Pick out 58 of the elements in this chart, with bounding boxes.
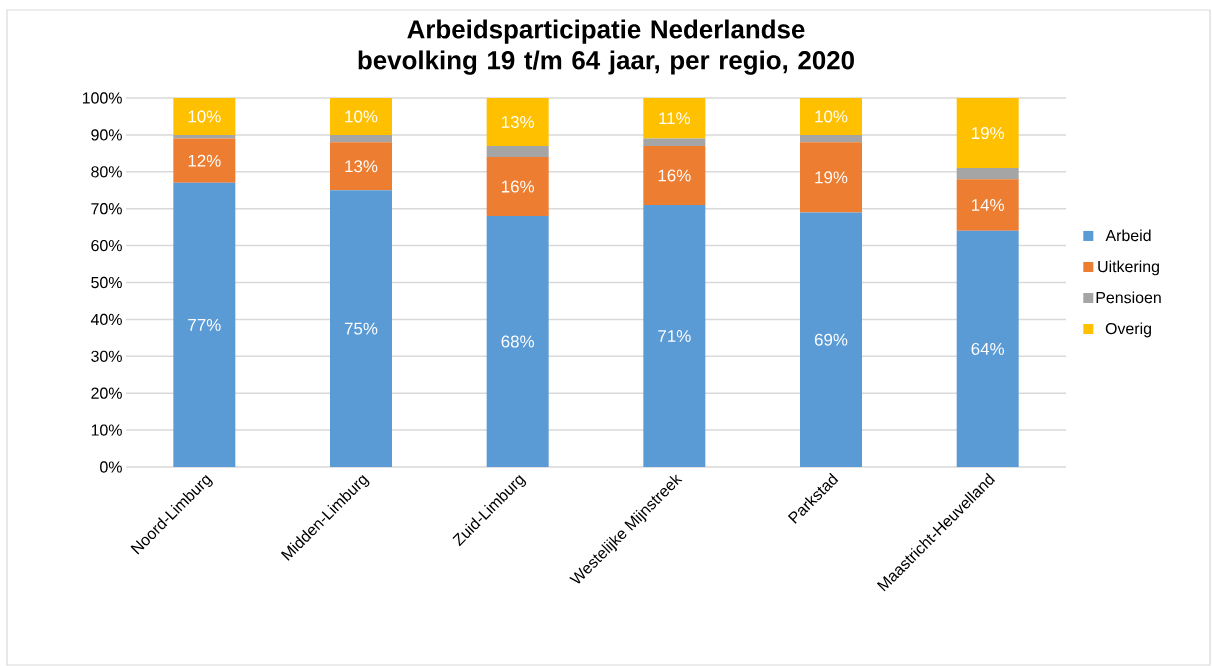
- legend-label: Arbeid: [1105, 229, 1151, 242]
- bar: [330, 142, 392, 191]
- bar: [956, 168, 1019, 180]
- y-tick-label: 60%: [91, 239, 122, 252]
- bar: [643, 138, 706, 146]
- data-label: 12%: [188, 154, 221, 167]
- bar: [173, 98, 236, 135]
- chart-title: Arbeidsparticipatie Nederlandse bevolking 19 t/m 64 jaar, per regio, 2020: [358, 19, 854, 75]
- bar: [800, 98, 863, 135]
- data-label: 19%: [815, 171, 848, 184]
- data-label: 10%: [345, 110, 378, 123]
- y-tick-label: 10%: [91, 424, 122, 436]
- data-label: 68%: [501, 335, 535, 348]
- bar: [486, 216, 549, 467]
- bar: [800, 134, 863, 143]
- bar: [173, 134, 236, 139]
- bar: [643, 98, 706, 139]
- data-label: 71%: [658, 330, 691, 342]
- y-tick-label: 20%: [91, 387, 122, 399]
- y-tick-label: 40%: [90, 313, 122, 326]
- data-label: 16%: [658, 169, 691, 182]
- data-label: 69%: [814, 333, 848, 346]
- data-label: 11%: [659, 112, 691, 125]
- bar: [330, 190, 392, 467]
- data-label: 13%: [502, 115, 535, 128]
- bar: [173, 182, 236, 467]
- y-tick-label: 0%: [100, 461, 122, 473]
- y-tick-label: 30%: [91, 350, 122, 362]
- bar: [486, 157, 549, 217]
- bar: [173, 138, 236, 183]
- y-tick-label: 100%: [82, 92, 122, 104]
- bar: [486, 98, 549, 146]
- data-label: 77%: [188, 319, 221, 331]
- bar: [956, 230, 1019, 467]
- data-label: 10%: [815, 110, 848, 123]
- bar: [800, 142, 863, 213]
- bar: [486, 145, 549, 158]
- bar: [643, 205, 706, 467]
- bar: [643, 145, 706, 206]
- bar: [956, 98, 1019, 169]
- bar: [330, 134, 392, 143]
- legend-label: Overig: [1105, 322, 1151, 338]
- bar: [800, 212, 863, 467]
- bar: [330, 98, 392, 135]
- y-tick-label: 70%: [91, 203, 122, 215]
- data-label: 64%: [971, 342, 1005, 355]
- legend-label: Pensioen: [1096, 291, 1161, 304]
- data-label: 10%: [188, 110, 221, 123]
- y-tick-label: 50%: [91, 276, 122, 289]
- y-tick-label: 80%: [91, 166, 122, 178]
- data-label: 13%: [345, 160, 378, 173]
- bar: [956, 179, 1019, 231]
- data-label: 16%: [502, 180, 535, 193]
- data-label: 75%: [344, 322, 378, 335]
- legend-label: Uitkering: [1098, 260, 1159, 276]
- data-label: 19%: [972, 127, 1005, 140]
- data-label: 14%: [972, 199, 1005, 211]
- y-tick-label: 90%: [91, 129, 122, 141]
